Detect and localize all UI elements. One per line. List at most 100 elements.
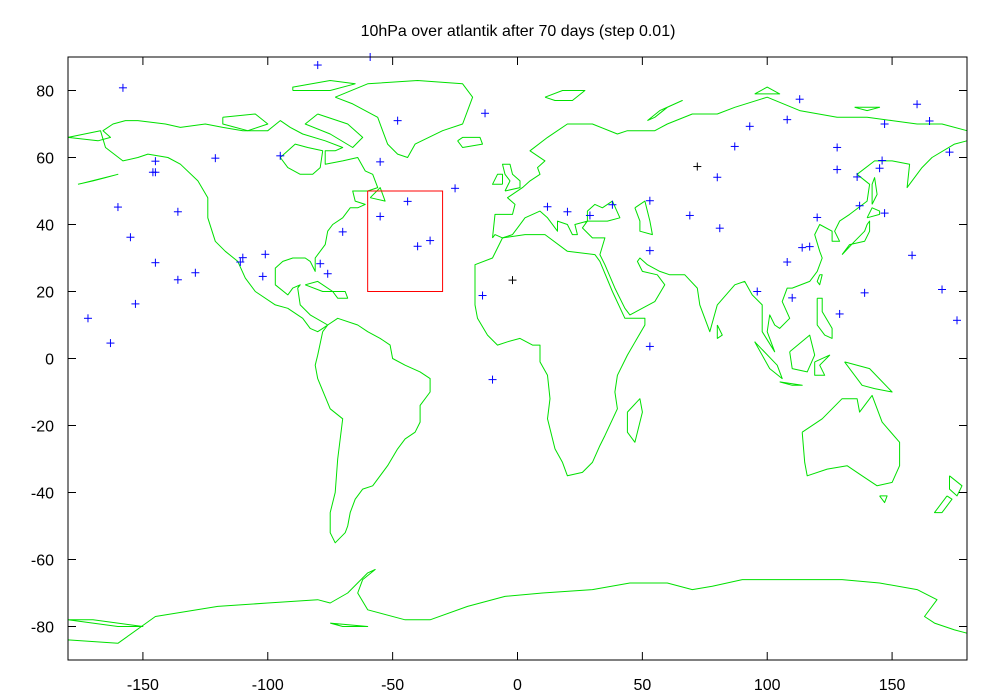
coastline-nz-south — [934, 495, 953, 514]
x-tick-label: 0 — [513, 677, 522, 694]
y-tick-label: 40 — [36, 218, 54, 235]
particle-marker-19 — [313, 61, 322, 70]
coastline-hispaniola — [332, 291, 349, 299]
particle-marker-30 — [451, 184, 460, 193]
particle-marker-29 — [426, 236, 435, 245]
particle-marker-61 — [878, 156, 887, 165]
particle-marker-48 — [783, 258, 792, 267]
particle-marker-69 — [953, 316, 962, 325]
particle-marker-9 — [151, 258, 160, 267]
particle-marker-42 — [713, 173, 722, 182]
particle-marker-8 — [151, 168, 160, 177]
particle-marker-37 — [608, 200, 617, 209]
coastline-greenland — [335, 80, 474, 158]
coastline-cuba — [305, 280, 334, 292]
particle-marker-24 — [376, 212, 385, 221]
particle-marker-35 — [563, 207, 572, 216]
y-tick-label: -20 — [31, 419, 54, 436]
particle-marker-45 — [745, 122, 754, 131]
coastline-sulawesi — [814, 354, 831, 376]
particle-marker-12 — [191, 268, 200, 277]
particle-marker-67 — [938, 285, 947, 294]
particle-marker-17 — [261, 250, 270, 259]
particle-marker-51 — [798, 243, 807, 252]
particle-marker-3 — [113, 203, 122, 212]
coastline-north-america — [67, 120, 379, 333]
particle-marker-54 — [833, 143, 842, 152]
coastline-antarctica — [67, 569, 968, 661]
coastline-africa — [474, 234, 646, 477]
particle-marker-10 — [173, 207, 182, 216]
particle-marker-53 — [813, 213, 822, 222]
plot-frame — [67, 56, 968, 661]
coastline-ross-shelf — [67, 619, 144, 627]
coastline-java — [779, 381, 803, 386]
coastline-south-america — [314, 317, 431, 544]
particle-marker-14 — [238, 253, 247, 262]
particle-marker-52 — [805, 242, 814, 251]
coastline-tasmania — [879, 495, 888, 504]
coastline-kamchatka-island — [77, 173, 119, 185]
particle-marker-58 — [855, 201, 864, 210]
y-tick-label: -60 — [31, 553, 54, 570]
particle-marker-16 — [258, 272, 267, 281]
x-tick-label: 100 — [754, 677, 781, 694]
particle-marker-22 — [338, 227, 347, 236]
region-box-layer — [367, 190, 444, 292]
coastline-svalbard — [544, 90, 586, 101]
coastline-new-guinea — [844, 361, 893, 393]
particle-marker-50 — [795, 95, 804, 104]
x-tick-label: -150 — [127, 677, 159, 694]
particle-marker-25 — [376, 157, 385, 166]
particle-marker-68 — [945, 148, 954, 157]
particle-marker-47 — [783, 115, 792, 124]
particle-marker-59 — [860, 288, 869, 297]
y-tick-label: -40 — [31, 486, 54, 503]
coastline-victoria-isl — [222, 113, 269, 132]
particle-marker-26 — [393, 116, 402, 125]
particle-marker-56 — [835, 309, 844, 318]
particle-marker-13 — [211, 154, 220, 163]
y-tick-label: -80 — [31, 620, 54, 637]
particle-markers — [83, 53, 962, 384]
coastline-japan — [841, 220, 871, 255]
particle-marker-1 — [106, 339, 115, 348]
x-tick-label: -100 — [252, 677, 284, 694]
particle-marker-0 — [83, 314, 92, 323]
coastline-iceland — [457, 136, 483, 148]
coastline-eurasia — [492, 96, 968, 353]
particle-marker-55 — [833, 165, 842, 174]
coastline-taiwan — [816, 274, 823, 286]
coastline-hudson-bay — [279, 143, 324, 175]
particle-marker-65 — [913, 100, 922, 109]
coastline-black-sea — [586, 200, 621, 222]
coastline-uk — [502, 163, 521, 192]
particle-marker-21 — [323, 269, 332, 278]
y-tick-label: 20 — [36, 285, 54, 302]
particle-marker-5 — [131, 299, 140, 308]
coastlines — [67, 80, 968, 661]
coastline-sakhalin — [871, 177, 878, 205]
particle-marker-20 — [316, 259, 325, 268]
coastline-ireland — [492, 173, 503, 185]
chart-title: 10hPa over atlantik after 70 days (step … — [361, 23, 676, 40]
particle-marker-66 — [925, 116, 934, 125]
particle-marker-64 — [908, 251, 917, 260]
coastline-baffin — [304, 113, 364, 148]
y-tick-label: 0 — [45, 352, 54, 369]
release-region-box — [367, 190, 444, 292]
particle-marker-27 — [403, 197, 412, 206]
particle-marker-33 — [488, 375, 497, 384]
particle-marker-60 — [875, 164, 884, 173]
coastline-madagascar — [626, 398, 643, 443]
particle-marker-34 — [543, 202, 552, 211]
coastline-new-siberian — [854, 106, 881, 112]
particle-marker-63 — [880, 120, 889, 128]
particle-marker-15 — [236, 258, 245, 267]
coastline-australia — [801, 394, 901, 487]
highlight-marker-1 — [693, 162, 702, 171]
coastline-ellesmere — [292, 80, 356, 91]
particle-marker-2 — [118, 83, 127, 92]
coastline-nz-north — [949, 475, 963, 497]
particle-marker-18 — [276, 151, 285, 160]
